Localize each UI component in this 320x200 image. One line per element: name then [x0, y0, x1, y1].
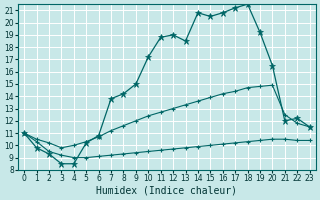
X-axis label: Humidex (Indice chaleur): Humidex (Indice chaleur): [96, 186, 237, 196]
